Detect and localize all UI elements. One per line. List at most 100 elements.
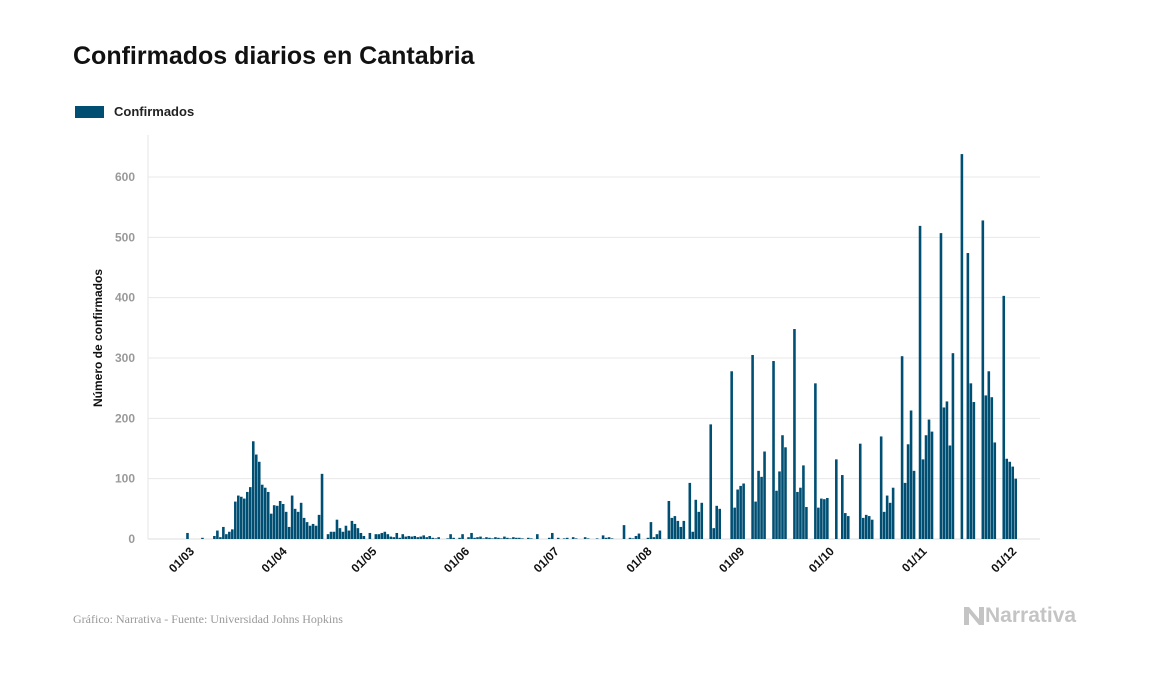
bar [398, 537, 402, 539]
x-tick-label: 01/07 [531, 544, 562, 575]
bar [951, 353, 955, 539]
bar [311, 523, 315, 539]
bar [757, 470, 760, 539]
bar [290, 495, 294, 539]
bar [434, 538, 437, 539]
legend-swatch [75, 105, 104, 118]
bar [909, 410, 913, 539]
bar [269, 513, 273, 539]
bar [228, 531, 231, 539]
bar [222, 526, 225, 539]
narrativa-logo: Narrativa [963, 604, 1076, 628]
bar [1014, 478, 1018, 539]
bar [506, 537, 509, 539]
bar [550, 532, 554, 539]
bar [679, 526, 683, 539]
bar [476, 537, 479, 539]
bar [556, 537, 560, 539]
bar [362, 535, 366, 539]
bar [817, 507, 820, 539]
bar [918, 225, 922, 539]
bar [479, 536, 482, 539]
bar [491, 538, 494, 539]
bar [930, 431, 934, 539]
x-tick-label: 01/12 [988, 544, 1019, 575]
bar [861, 517, 865, 539]
bar [287, 526, 291, 539]
x-tick-labels: 01/03 01/04 01/05 01/06 01/07 01/08 01/09 01/10… [166, 544, 1020, 575]
bar [691, 531, 695, 539]
bar [858, 443, 862, 539]
bar [799, 487, 802, 539]
bar [296, 511, 300, 539]
x-tick-label: 01/04 [259, 544, 290, 575]
bar [302, 517, 306, 539]
narrativa-logo-icon [964, 607, 984, 625]
bar [604, 537, 608, 539]
y-tick-label: 100 [115, 472, 135, 486]
bar [864, 514, 868, 539]
bar [730, 371, 733, 539]
bar [649, 522, 653, 539]
bar [676, 520, 680, 539]
bar [341, 531, 345, 539]
bar [972, 402, 976, 539]
bar [201, 537, 204, 539]
x-tick-label: 01/10 [806, 544, 837, 575]
bar [509, 538, 512, 539]
x-tick-label: 01/11 [899, 544, 930, 575]
bar [380, 532, 384, 539]
bar [482, 538, 485, 539]
bar [631, 538, 635, 539]
logo-text: Narrativa [985, 604, 1077, 627]
grid-lines [148, 176, 1040, 540]
bar [335, 519, 339, 539]
bar [1002, 295, 1006, 539]
bar [993, 442, 997, 539]
bar [688, 482, 692, 539]
bar [960, 154, 964, 539]
bar [368, 532, 372, 539]
bar [512, 537, 515, 539]
bar [395, 532, 399, 539]
bar [458, 537, 461, 539]
bar [497, 537, 500, 539]
legend: Confirmados [75, 104, 194, 119]
bar [410, 536, 414, 539]
bar [392, 537, 396, 539]
bar [814, 383, 817, 539]
bar [586, 538, 590, 539]
bar [841, 475, 844, 539]
legend-label: Confirmados [114, 104, 195, 119]
y-tick-label: 600 [115, 170, 135, 184]
bar [823, 499, 826, 539]
bar [389, 536, 393, 539]
bar [317, 514, 321, 539]
bar [470, 532, 473, 539]
bar [326, 534, 330, 539]
x-tick-label: 01/03 [166, 544, 197, 575]
bar [299, 502, 303, 539]
bar [413, 535, 417, 539]
bar [565, 537, 569, 539]
bar [775, 490, 778, 539]
bar [225, 534, 228, 539]
bar [240, 496, 243, 539]
bar [574, 538, 578, 539]
bar [781, 435, 784, 539]
bar [293, 508, 297, 539]
bar [386, 534, 390, 539]
bar [906, 444, 910, 539]
bar [595, 538, 599, 539]
y-tick-label: 0 [128, 532, 135, 546]
y-tick-label: 200 [115, 411, 135, 425]
bar [984, 395, 988, 539]
bar [338, 528, 342, 539]
bar [718, 508, 721, 539]
bar [518, 537, 521, 539]
bar [715, 505, 719, 539]
bar [637, 533, 641, 539]
bar [1011, 466, 1015, 539]
bar [843, 513, 847, 539]
bar [461, 534, 464, 539]
